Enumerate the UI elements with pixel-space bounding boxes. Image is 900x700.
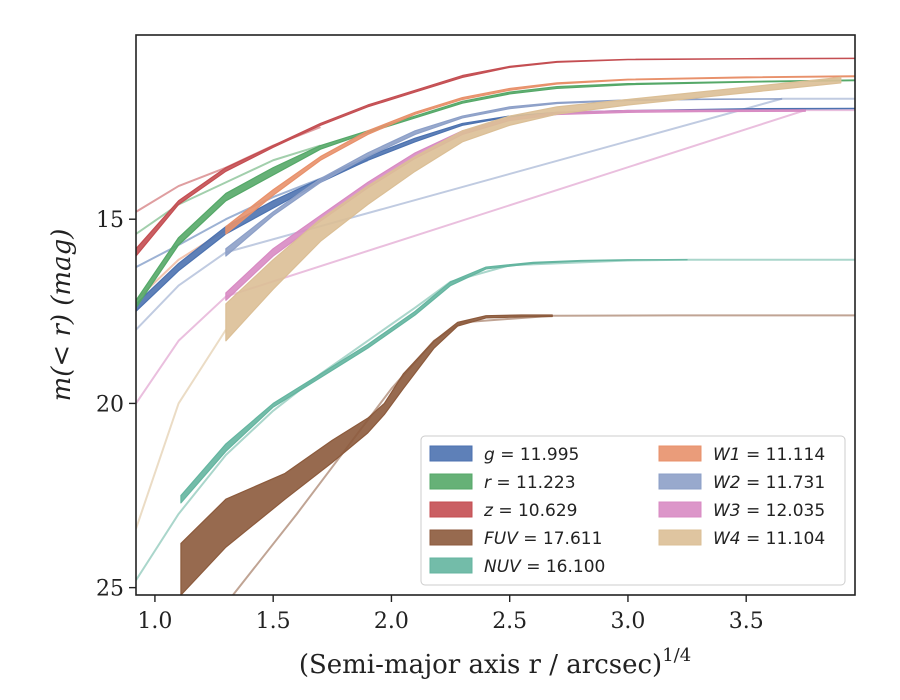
legend-swatch-r bbox=[429, 473, 473, 490]
legend-label-z: z = 10.629 bbox=[483, 501, 577, 521]
legend-swatch-FUV bbox=[429, 529, 473, 546]
x-tick-label: 1.0 bbox=[137, 609, 172, 634]
legend-label-NUV: NUV = 16.100 bbox=[484, 557, 605, 577]
x-tick-label: 3.0 bbox=[610, 609, 645, 634]
band-curve-layer bbox=[136, 57, 855, 595]
x-axis-label: (Semi-major axis r / arcsec)1/4 bbox=[299, 645, 691, 680]
band-NUV bbox=[180, 259, 688, 504]
band-W1 bbox=[225, 75, 855, 235]
x-tick-label: 1.5 bbox=[256, 609, 291, 634]
legend-box bbox=[420, 435, 846, 586]
x-tick-label: 2.5 bbox=[492, 609, 527, 634]
x-axis: 1.0 1.5 2.0 2.5 3.0 3.5 bbox=[137, 595, 764, 634]
y-axis: 15 20 25 bbox=[96, 208, 136, 602]
y-tick-label: 20 bbox=[96, 392, 124, 417]
legend-label-W3: W3 = 12.035 bbox=[713, 501, 825, 521]
x-tick-label: 3.5 bbox=[729, 609, 764, 634]
legend-swatch-z bbox=[429, 501, 473, 518]
x-tick-label: 2.0 bbox=[374, 609, 409, 634]
band-z bbox=[136, 57, 855, 257]
band-r bbox=[136, 79, 855, 309]
band-W4 bbox=[225, 76, 842, 342]
legend-label-g: g = 11.995 bbox=[484, 445, 579, 465]
legend: g = 11.995 r = 11.223 z = 10.629 FUV = 17.6… bbox=[420, 435, 846, 586]
legend-swatch-W1 bbox=[658, 445, 702, 462]
y-tick-label: 25 bbox=[96, 577, 124, 602]
legend-swatch-W4 bbox=[658, 529, 702, 546]
legend-label-W1: W1 = 11.114 bbox=[713, 445, 825, 465]
legend-label-W4: W4 = 11.104 bbox=[713, 529, 825, 549]
legend-label-W2: W2 = 11.731 bbox=[713, 473, 825, 493]
band-FUV bbox=[180, 314, 553, 595]
faint-curve-W4_ext bbox=[136, 329, 227, 530]
x-axis-label-text: (Semi-major axis r / arcsec) bbox=[299, 650, 662, 680]
band-W2 bbox=[225, 98, 783, 257]
legend-swatch-W2 bbox=[658, 473, 702, 490]
faint-curve-r_ext bbox=[136, 144, 321, 235]
legend-label-r: r = 11.223 bbox=[484, 473, 576, 493]
legend-swatch-NUV bbox=[429, 557, 473, 574]
faint-curve-W3_ext bbox=[136, 109, 855, 404]
plot-frame bbox=[135, 34, 856, 596]
legend-label-FUV: FUV = 17.611 bbox=[484, 529, 602, 549]
x-axis-label-exponent: 1/4 bbox=[662, 645, 691, 666]
legend-swatch-g bbox=[429, 445, 473, 462]
y-tick-label: 15 bbox=[96, 208, 124, 233]
legend-swatch-W3 bbox=[658, 501, 702, 518]
y-axis-label: m(< r) (mag) bbox=[47, 229, 77, 402]
